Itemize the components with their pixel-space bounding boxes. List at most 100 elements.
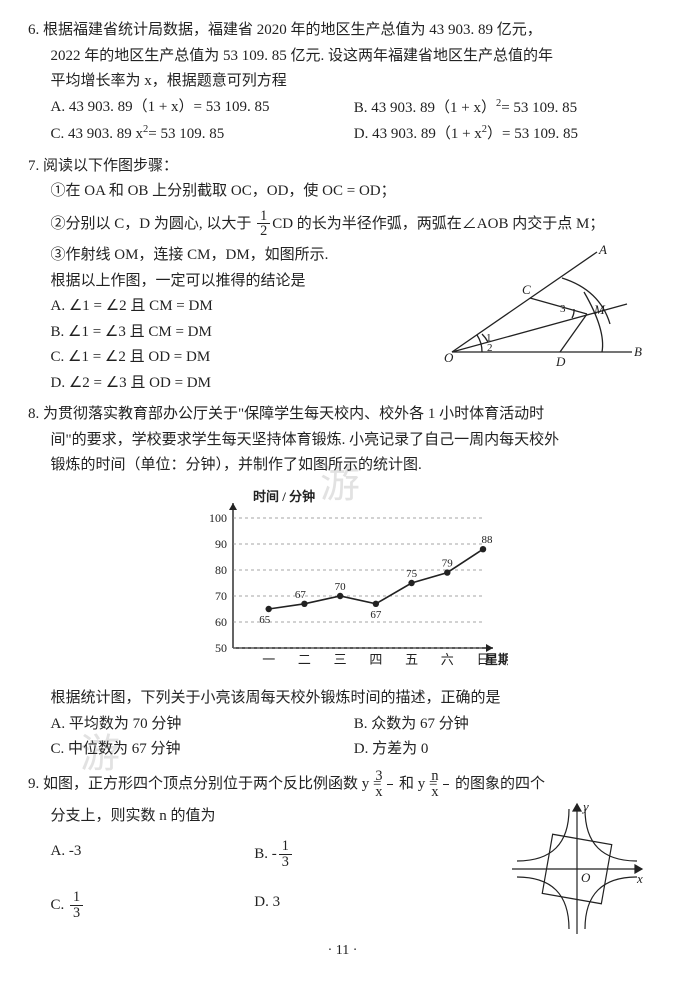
svg-text:50: 50: [215, 641, 227, 655]
q9-optB-n: 1: [279, 839, 292, 855]
q6-stem: 6. 根据福建省统计局数据，福建省 2020 年的地区生产总值为 43 903.…: [28, 18, 657, 44]
q9-optA: A. -3: [51, 829, 255, 880]
q9-y: y: [581, 799, 589, 814]
lbl-2: 2: [487, 342, 493, 354]
question-9: 9. 如图，正方形四个顶点分别位于两个反比例函数 y = 3x 和 y = nx…: [28, 769, 657, 931]
q9-sc: 的图象的四个: [451, 776, 545, 792]
lbl-B: B: [634, 344, 642, 359]
q8-optA: A. 平均数为 70 分钟: [51, 712, 354, 738]
q9-sa: 如图，正方形四个顶点分别位于两个反比例函数 y =: [43, 776, 385, 792]
svg-text:80: 80: [215, 563, 227, 577]
q9-f2: nx: [443, 769, 449, 800]
q6-optD: D. 43 903. 89（1 + x2）= 53 109. 85: [354, 121, 657, 148]
page-number: · 11 ·: [28, 939, 657, 963]
q8-optC: C. 中位数为 67 分钟: [51, 737, 354, 763]
q7-optD: D. ∠2 = ∠3 且 OD = DM: [28, 371, 657, 397]
q6-optA: A. 43 903. 89（1 + x）= 53 109. 85: [51, 95, 354, 122]
q7-s2b: CD 的长为半径作弧，两弧在∠AOB 内交于点 M；: [272, 215, 604, 231]
q9-optB: B. -13: [254, 829, 458, 880]
q8-chart: 5060708090100一二三四五六日65677067757988时间 / 分…: [178, 483, 508, 673]
q6-optC-pre: C. 43 903. 89 x: [51, 126, 144, 142]
q8-optB: B. 众数为 67 分钟: [354, 712, 657, 738]
q8-lead: 根据统计图，下列关于小亮该周每天校外锻炼时间的描述，正确的是: [28, 686, 657, 712]
q9-optC: C. 13: [51, 880, 255, 931]
q6-line3: 平均增长率为 x，根据题意可列方程: [28, 69, 657, 95]
svg-text:二: 二: [297, 652, 310, 667]
q9-f2n: n: [443, 769, 449, 785]
question-6: 6. 根据福建省统计局数据，福建省 2020 年的地区生产总值为 43 903.…: [28, 18, 657, 148]
q7-step1: ①在 OA 和 OB 上分别截取 OC，OD，使 OC = OD；: [28, 179, 657, 205]
q7-frac-n: 1: [257, 209, 270, 225]
q8-optD: D. 方差为 0: [354, 737, 657, 763]
q9-O: O: [581, 870, 591, 885]
q9-optB-pre: B. -: [254, 846, 277, 862]
q9-stem: 9. 如图，正方形四个顶点分别位于两个反比例函数 y = 3x 和 y = nx…: [28, 769, 657, 800]
lbl-3: 3: [560, 303, 566, 315]
q8-options: A. 平均数为 70 分钟 B. 众数为 67 分钟 C. 中位数为 67 分钟…: [28, 712, 657, 763]
q9-diagram: x y O: [507, 799, 647, 939]
q9-f1d: x: [387, 785, 393, 800]
q9-x: x: [636, 871, 643, 886]
q6-line2: 2022 年的地区生产总值为 53 109. 85 亿元. 设这两年福建省地区生…: [28, 44, 657, 70]
q9-optC-pre: C.: [51, 897, 69, 913]
q9-optD: D. 3: [254, 880, 458, 931]
svg-text:一: 一: [262, 652, 275, 667]
svg-text:时间 / 分钟: 时间 / 分钟: [253, 489, 315, 504]
q7-diagram: O A B C D M 1 2 3: [432, 244, 647, 374]
q9-options: A. -3 B. -13 C. 13 D. 3: [28, 829, 458, 931]
svg-text:100: 100: [209, 511, 227, 525]
q9-optC-n: 1: [70, 890, 83, 906]
lbl-M: M: [593, 302, 606, 317]
q6-optB-pre: B. 43 903. 89（1 + x）: [354, 100, 496, 116]
svg-text:四: 四: [369, 652, 382, 667]
q8-chart-wrap: 5060708090100一二三四五六日65677067757988时间 / 分…: [28, 483, 657, 683]
svg-text:六: 六: [440, 652, 453, 667]
svg-text:90: 90: [215, 537, 227, 551]
q6-optA-text: A. 43 903. 89（1 + x）= 53 109. 85: [51, 99, 270, 115]
svg-text:75: 75: [406, 568, 418, 580]
svg-text:65: 65: [259, 614, 271, 626]
q6-optC: C. 43 903. 89 x2= 53 109. 85: [51, 121, 354, 148]
q8-line2: 间"的要求，学校要求学生每天坚持体育锻炼. 小亮记录了自己一周内每天校外: [28, 428, 657, 454]
svg-text:79: 79: [441, 558, 453, 570]
q7-frac-d: 2: [257, 224, 270, 239]
q7-s2a: ②分别以 C，D 为圆心, 以大于: [51, 215, 256, 231]
q7-stem-text: 阅读以下作图步骤：: [43, 158, 178, 174]
svg-text:70: 70: [215, 589, 227, 603]
question-8: 8. 为贯彻落实教育部办公厅关于"保障学生每天校内、校外各 1 小时体育活动时 …: [28, 402, 657, 763]
q9-optB-frac: 13: [279, 839, 292, 870]
q8-num: 8.: [28, 406, 39, 422]
lbl-D: D: [555, 354, 566, 369]
q8-stem: 8. 为贯彻落实教育部办公厅关于"保障学生每天校内、校外各 1 小时体育活动时: [28, 402, 657, 428]
q9-f2d: x: [443, 785, 449, 800]
lbl-A: A: [598, 244, 607, 257]
svg-text:五: 五: [405, 652, 418, 667]
q9-optC-d: 3: [70, 906, 83, 921]
q9-num: 9.: [28, 776, 39, 792]
q9-optB-d: 3: [279, 855, 292, 870]
svg-text:70: 70: [334, 581, 346, 593]
svg-text:60: 60: [215, 615, 227, 629]
lbl-C: C: [522, 282, 531, 297]
q6-optB-post: = 53 109. 85: [501, 100, 577, 116]
q7-stem: 7. 阅读以下作图步骤：: [28, 154, 657, 180]
q6-num: 6.: [28, 22, 39, 38]
lbl-O: O: [444, 350, 454, 365]
q6-optC-post: = 53 109. 85: [148, 126, 224, 142]
q9-optC-frac: 13: [70, 890, 83, 921]
q7-num: 7.: [28, 158, 39, 174]
q9-f1n: 3: [387, 769, 393, 785]
q8-line3: 锻炼的时间（单位：分钟），并制作了如图所示的统计图.: [28, 453, 657, 479]
svg-text:88: 88: [481, 534, 493, 546]
q6-options: A. 43 903. 89（1 + x）= 53 109. 85 B. 43 9…: [28, 95, 657, 148]
svg-text:星期: 星期: [485, 652, 508, 667]
svg-text:67: 67: [370, 609, 382, 621]
q9-f1: 3x: [387, 769, 393, 800]
q6-optD-post: ）= 53 109. 85: [487, 126, 578, 142]
svg-text:67: 67: [294, 589, 306, 601]
q8-line1: 为贯彻落实教育部办公厅关于"保障学生每天校内、校外各 1 小时体育活动时: [43, 406, 544, 422]
q7-step2: ②分别以 C，D 为圆心, 以大于 12CD 的长为半径作弧，两弧在∠AOB 内…: [28, 209, 657, 240]
svg-text:三: 三: [333, 652, 346, 667]
q6-line1: 根据福建省统计局数据，福建省 2020 年的地区生产总值为 43 903. 89…: [43, 22, 542, 38]
q6-optD-pre: D. 43 903. 89（1 + x: [354, 126, 482, 142]
